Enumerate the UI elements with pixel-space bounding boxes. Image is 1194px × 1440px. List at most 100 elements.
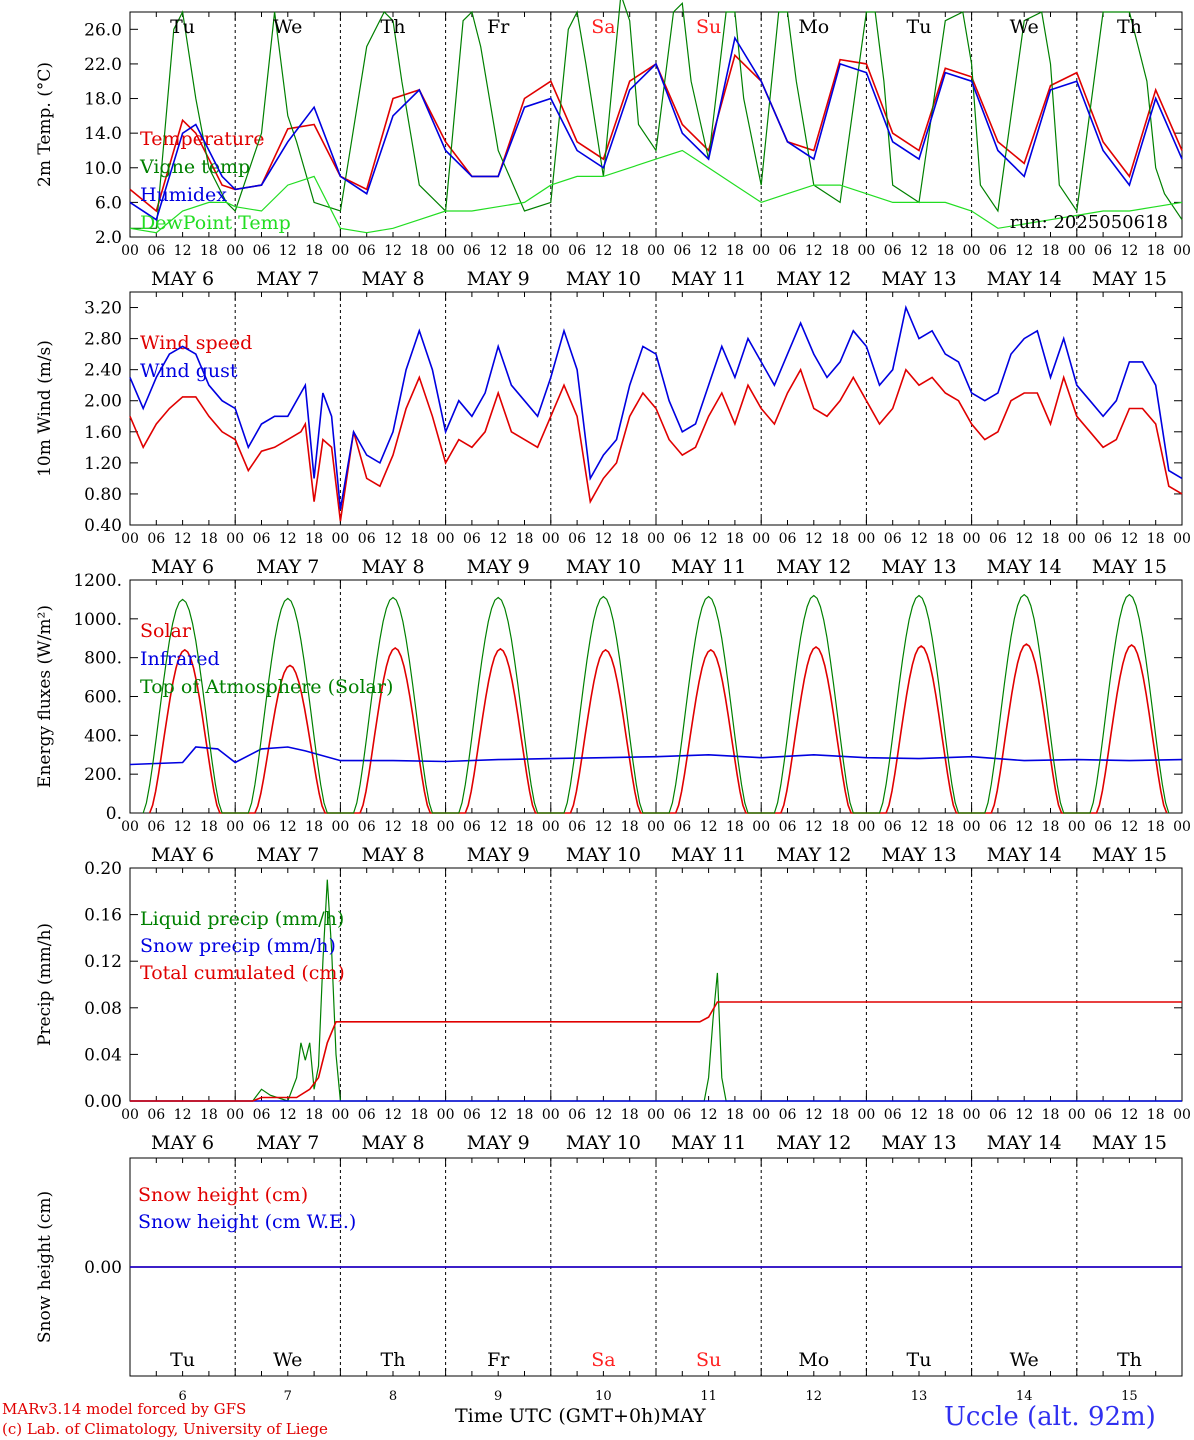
- weekday-label: Th: [1117, 16, 1142, 38]
- day-label: MAY 11: [671, 556, 746, 578]
- day-number-label: 6: [178, 1389, 186, 1400]
- weekday-label: We: [1010, 16, 1039, 38]
- hour-tick-label: 06: [884, 531, 902, 547]
- legend-entry: Infrared: [140, 648, 220, 670]
- weekday-label: Tu: [170, 1349, 195, 1371]
- hour-tick-label: 00: [1068, 819, 1086, 835]
- hour-tick-label: 12: [1120, 243, 1138, 259]
- hour-tick-label: 06: [1094, 243, 1112, 259]
- hour-tick-label: 18: [621, 1107, 639, 1123]
- day-label: MAY 12: [776, 556, 851, 578]
- hour-tick-label: 12: [489, 819, 507, 835]
- hour-tick-label: 00: [963, 1107, 981, 1123]
- hour-tick-label: 06: [463, 531, 481, 547]
- hour-tick-label: 18: [1147, 819, 1165, 835]
- x-axis-title-text: Time UTC (GMT+0h): [455, 1405, 661, 1427]
- hour-tick-label: 12: [700, 819, 718, 835]
- hour-tick-label: 18: [621, 243, 639, 259]
- hour-tick-label: 18: [516, 819, 534, 835]
- y-tick-label: 18.0: [84, 90, 122, 110]
- hour-tick-label: 12: [1120, 531, 1138, 547]
- hour-tick-label: 06: [568, 819, 586, 835]
- hour-tick-label: 06: [568, 243, 586, 259]
- panel-3: 1200. 1000. 800. 600. 400. 200. 0. Energy fluxe…: [35, 571, 1191, 866]
- series-line-1-1: [129, 53, 1183, 213]
- weekday-label: Su: [696, 16, 721, 38]
- hour-tick-label: 12: [1015, 531, 1033, 547]
- day-label: MAY 15: [1092, 844, 1167, 866]
- hour-tick-label: 18: [936, 819, 954, 835]
- hour-tick-label: 00: [857, 1107, 875, 1123]
- hour-tick-label: 12: [384, 1107, 402, 1123]
- hour-tick-label: 18: [410, 819, 428, 835]
- weekday-label: We: [273, 1349, 302, 1371]
- day-label: MAY 12: [776, 268, 851, 290]
- hour-tick-label: 00: [1068, 1107, 1086, 1123]
- hour-tick-label: 12: [384, 531, 402, 547]
- panel-frame: [129, 11, 1183, 238]
- legend-entry: DewPoint Temp: [140, 212, 291, 234]
- hour-tick-label: 12: [174, 243, 192, 259]
- panel-2: 3.20 2.80 2.40 2.00 1.60 1.20 0.80 0.40 10m Wind…: [35, 291, 1191, 578]
- hour-tick-label: 18: [936, 531, 954, 547]
- y-tick-label: 600.: [84, 688, 122, 708]
- hour-tick-label: 18: [305, 243, 323, 259]
- legend-entry: Liquid precip (mm/h): [140, 908, 344, 930]
- hour-tick-label: 00: [752, 531, 770, 547]
- hour-tick-label: 00: [331, 531, 349, 547]
- hour-tick-label: 00: [226, 531, 244, 547]
- day-label: MAY 7: [256, 556, 319, 578]
- hour-tick-label: 00: [647, 819, 665, 835]
- model-credit: MARv3.14 model forced by GFS: [2, 1400, 247, 1418]
- panel-4: 0.20 0.16 0.12 0.08 0.04 0.00 Precip (mm/h) Liq…: [35, 859, 1191, 1154]
- day-label: MAY 12: [776, 844, 851, 866]
- hour-tick-label: 18: [516, 1107, 534, 1123]
- y-tick-label: 0.00: [84, 1092, 122, 1112]
- hour-tick-label: 00: [437, 1107, 455, 1123]
- legend-entry: Snow height (cm W.E.): [138, 1211, 356, 1233]
- y-tick-label: 200.: [84, 765, 122, 785]
- day-number-label: 8: [389, 1389, 397, 1400]
- hour-tick-label: 12: [174, 819, 192, 835]
- y-axis-label: Snow height (cm): [35, 1191, 55, 1343]
- weekday-label: Tu: [170, 16, 195, 38]
- y-tick-label: 26.0: [84, 20, 122, 40]
- y-tick-label: 0.80: [84, 485, 122, 505]
- y-tick-label: 0.16: [84, 906, 122, 926]
- weekday-label: Th: [1117, 1349, 1142, 1371]
- day-label: MAY 8: [361, 268, 424, 290]
- y-tick-label: 2.40: [84, 361, 122, 381]
- hour-tick-label: 06: [568, 531, 586, 547]
- hour-tick-label: 06: [673, 1107, 691, 1123]
- hour-tick-label: 00: [226, 1107, 244, 1123]
- day-label: MAY 7: [256, 268, 319, 290]
- day-number-label: 11: [700, 1389, 717, 1400]
- hour-tick-label: 06: [779, 531, 797, 547]
- hour-tick-label: 00: [331, 1107, 349, 1123]
- meteogram-chart: 26.0 22.0 18.0 14.0 10.0 6.0 2.0 2m Temp. (°C) T…: [35, 0, 1191, 1400]
- hour-tick-label: 18: [305, 531, 323, 547]
- series-line-1-3: [129, 35, 1183, 221]
- weekday-label: Tu: [907, 16, 932, 38]
- day-label: MAY 8: [361, 844, 424, 866]
- hour-tick-label: 00: [857, 531, 875, 547]
- y-tick-label: 0.: [106, 804, 122, 824]
- hour-tick-label: 06: [253, 531, 271, 547]
- hour-tick-label: 06: [568, 1107, 586, 1123]
- hour-tick-label: 06: [253, 243, 271, 259]
- y-tick-label: 1000.: [73, 610, 122, 630]
- hour-tick-label: 18: [831, 243, 849, 259]
- day-label: MAY 9: [467, 556, 530, 578]
- hour-tick-label: 00: [1068, 243, 1086, 259]
- hour-tick-label: 06: [1094, 819, 1112, 835]
- y-tick-label: 0.08: [84, 999, 122, 1019]
- hour-tick-label: 18: [516, 531, 534, 547]
- day-label: MAY 6: [151, 556, 214, 578]
- y-tick-label: 1200.: [73, 571, 122, 591]
- series-line-3-2: [129, 746, 1183, 766]
- hour-tick-label: 12: [279, 819, 297, 835]
- series-line-1-2: [130, 0, 1183, 229]
- hour-tick-label: 00: [1173, 1107, 1191, 1123]
- y-tick-label: 6.0: [95, 193, 122, 213]
- hour-tick-label: 18: [831, 819, 849, 835]
